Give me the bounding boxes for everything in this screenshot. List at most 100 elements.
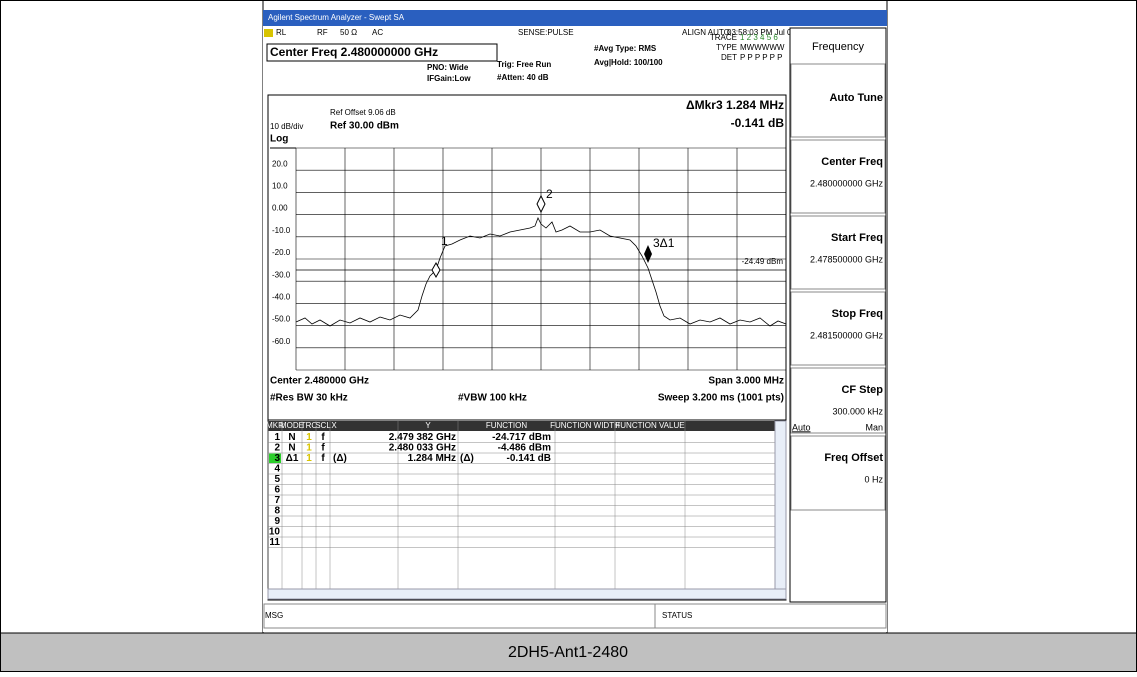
softkey-value: 300.000 kHz	[832, 406, 883, 416]
det-value: P P P P P P	[740, 53, 782, 62]
cell-mkr: 6	[274, 484, 280, 495]
scrollbar	[267, 588, 787, 600]
type-label: TYPE	[716, 43, 737, 52]
cell-mkr: 11	[269, 537, 280, 548]
softkey-value: 2.478500000 GHz	[810, 254, 884, 264]
window-title: Agilent Spectrum Analyzer - Swept SA	[268, 13, 405, 22]
impedance: 50 Ω	[340, 28, 357, 37]
active-cell	[269, 453, 281, 463]
y-label: -30.0	[272, 270, 291, 279]
marker-3	[644, 245, 652, 263]
column-header: SCL	[315, 421, 331, 430]
cell-scl: f	[321, 442, 325, 453]
softkey-label: CF Step	[841, 384, 883, 396]
y-label: -60.0	[272, 337, 291, 346]
trig: Trig: Free Run	[497, 60, 551, 69]
cell-mkr: 10	[269, 526, 281, 537]
softkey-value: 2.480000000 GHz	[810, 178, 884, 188]
time: 03:58:03 PM Jul 02, 2024	[727, 28, 819, 37]
column-header: MKR	[266, 421, 284, 430]
ifgain: IFGain:Low	[427, 74, 471, 83]
delta-marker: ΔMkr3 1.284 MHz	[686, 98, 784, 112]
sense: SENSE:PULSE	[518, 28, 574, 37]
pno: PNO: Wide	[427, 63, 469, 72]
message-bar	[263, 603, 887, 629]
cell-mode: N	[288, 432, 295, 443]
y-label: 10.0	[272, 182, 288, 191]
softkey[interactable]	[790, 435, 886, 511]
cell-scl: f	[321, 453, 325, 464]
softkey[interactable]	[790, 215, 886, 290]
softkey-option: Auto	[792, 422, 811, 432]
cell-trc: 1	[306, 432, 312, 443]
caption-row	[0, 632, 1137, 672]
softkey-option: Man	[865, 422, 883, 432]
det-label: DET	[721, 53, 737, 62]
ref-level: Ref 30.00 dBm	[330, 121, 399, 132]
cell-mkr: 9	[274, 516, 280, 527]
cell-mode: Δ1	[286, 453, 299, 464]
cell-mkr: 8	[274, 505, 280, 516]
vbw: #VBW 100 kHz	[458, 393, 527, 404]
softkey[interactable]	[790, 291, 886, 366]
softkey[interactable]	[790, 367, 886, 434]
cell-mkr: 2	[274, 442, 280, 453]
softkey-label: Auto Tune	[829, 92, 883, 104]
msg: MSG	[265, 611, 283, 620]
delta-value: -0.141 dB	[731, 116, 785, 130]
cell-trc: 1	[306, 442, 312, 453]
cell-x: 2.479 382 GHz	[389, 432, 456, 443]
cell-mode: N	[288, 442, 295, 453]
display-line-label: -24.49 dBm	[742, 257, 784, 266]
y-label: 20.0	[272, 159, 288, 168]
atten: #Atten: 40 dB	[497, 73, 549, 82]
log: Log	[270, 134, 288, 145]
cell-scl: f	[321, 432, 325, 443]
softkey[interactable]	[790, 139, 886, 214]
marker-table	[267, 419, 787, 601]
cell-y-prefix: (Δ)	[460, 453, 474, 464]
softkey-label: Stop Freq	[832, 308, 883, 320]
column-header: MODE	[280, 421, 304, 430]
column-header: Y	[425, 421, 431, 430]
softkey-value: 0 Hz	[864, 474, 883, 484]
cell-mkr: 1	[274, 432, 280, 443]
column-header: TRC	[301, 421, 318, 430]
cell-mkr: 3	[274, 453, 280, 464]
column-header: FUNCTION VALUE	[615, 421, 684, 430]
center-freq: Center Freq 2.480000000 GHz	[270, 45, 438, 59]
softkey-value: 2.481500000 GHz	[810, 330, 884, 340]
softkey[interactable]	[790, 63, 886, 138]
cell-x: 1.284 MHz	[408, 453, 456, 464]
column-header: FUNCTION	[486, 421, 528, 430]
menu-title: Frequency	[812, 41, 864, 53]
softkey-label: Freq Offset	[824, 452, 883, 464]
avg-hold: Avg|Hold: 100/100	[594, 58, 663, 67]
y-label: -50.0	[272, 315, 291, 324]
cell-mkr: 5	[274, 474, 280, 485]
cell-mkr: 7	[274, 495, 280, 506]
cell-mkr: 4	[274, 463, 280, 474]
y-label: -40.0	[272, 293, 291, 302]
center-freq-box	[266, 43, 498, 62]
sweep: Sweep 3.200 ms (1001 pts)	[658, 393, 784, 404]
trace-value: 1 2 3 4 5 6	[740, 33, 778, 42]
ref-offset: Ref Offset 9.06 dB	[330, 108, 396, 117]
trace	[295, 217, 787, 327]
rbw: #Res BW 30 kHz	[270, 393, 348, 404]
cell-y: -4.486 dBm	[498, 442, 551, 453]
marker-2	[536, 194, 546, 214]
cell-y: -24.717 dBm	[492, 432, 551, 443]
status: STATUS	[662, 611, 692, 620]
center: Center 2.480000 GHz	[270, 376, 369, 387]
y-label: -10.0	[272, 226, 291, 235]
cell-y: -0.141 dB	[507, 453, 551, 464]
align: ALIGN AUTO	[682, 28, 730, 37]
trace-label: TRACE	[710, 33, 737, 42]
rf: RF	[317, 28, 328, 37]
coupling: AC	[372, 28, 383, 37]
softkey-label: Start Freq	[831, 232, 883, 244]
y-label: -20.0	[272, 248, 291, 257]
cell-x-prefix: (Δ)	[333, 453, 347, 464]
